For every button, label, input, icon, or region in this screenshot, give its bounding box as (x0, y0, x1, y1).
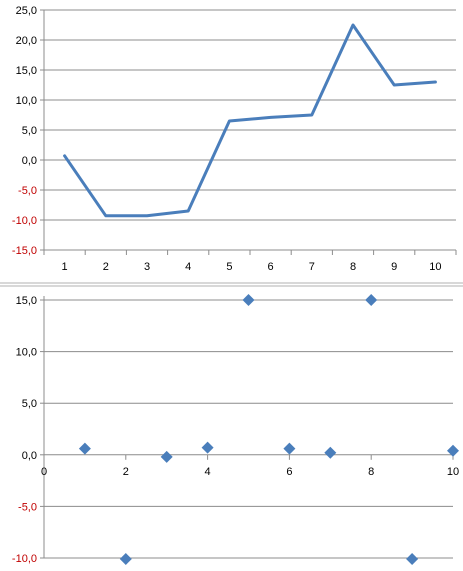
scatter-chart-x-tick-label: 4 (205, 466, 211, 478)
scatter-chart-point (324, 446, 337, 459)
scatter-chart-y-tick-label: 10,0 (16, 347, 37, 359)
line-chart-y-tick-label: 25,0 (16, 5, 37, 17)
scatter-chart-x-tick-labels: 0 2 4 6 8 10 (41, 466, 459, 478)
scatter-chart-y-tick-label: 5,0 (22, 398, 37, 410)
line-chart-x-tick-label: 2 (103, 261, 109, 273)
line-chart-y-tick-label: -10,0 (12, 215, 37, 227)
scatter-chart-x-tick-label: 8 (368, 466, 374, 478)
scatter-chart-y-tick-label: -10,0 (12, 553, 37, 565)
line-chart-y-tick-label: 5,0 (22, 125, 37, 137)
scatter-chart-point (283, 442, 296, 455)
scatter-chart-x-tick-label: 10 (447, 466, 459, 478)
line-chart-axes (40, 9, 457, 255)
line-chart-y-tick-label: 15,0 (16, 65, 37, 77)
line-chart-x-tick-label: 10 (429, 261, 441, 273)
line-chart-y-tick-label: 10,0 (16, 95, 37, 107)
scatter-chart-axes (40, 296, 454, 559)
scatter-chart-y-tick-labels: 15,0 10,0 5,0 0,0 -5,0 -10,0 (12, 295, 37, 565)
scatter-chart-points (78, 294, 459, 565)
line-chart-x-tick-label: 3 (144, 261, 150, 273)
chart-divider (0, 282, 463, 287)
line-chart-y-tick-label: -5,0 (18, 185, 37, 197)
line-chart-series-line (63, 23, 437, 218)
scatter-chart-point (201, 441, 214, 454)
line-chart-y-tick-label: 20,0 (16, 35, 37, 47)
scatter-chart-y-tick-label: 15,0 (16, 295, 37, 307)
line-chart-x-tick-label: 5 (226, 261, 232, 273)
scatter-chart-point (78, 442, 91, 455)
scatter-chart-point (447, 444, 459, 457)
line-chart-x-tick-label: 8 (350, 261, 356, 273)
line-chart-x-tick-label: 7 (309, 261, 315, 273)
line-chart-y-tick-label: -15,0 (12, 245, 37, 257)
line-chart-y-tick-label: 0,0 (22, 155, 37, 167)
scatter-chart-x-tick-label: 6 (286, 466, 292, 478)
scatter-chart-point (406, 553, 419, 565)
line-chart-x-tick-label: 1 (62, 261, 68, 273)
line-chart-x-tick-label: 4 (185, 261, 191, 273)
scatter-chart-y-tick-label: 0,0 (22, 450, 37, 462)
scatter-chart-point (242, 294, 255, 306)
scatter-chart-point (119, 553, 132, 565)
scatter-chart-point (365, 294, 378, 306)
line-chart: 25,0 20,0 15,0 10,0 5,0 0,0 -5,0 -10,0 -15,0 1 2 3… (12, 5, 457, 273)
line-chart-y-tick-labels: 25,0 20,0 15,0 10,0 5,0 0,0 -5,0 -10,0 -15,0 (12, 5, 37, 257)
scatter-chart: 15,0 10,0 5,0 0,0 -5,0 -10,0 0 2 4 6 8 10 (12, 294, 459, 565)
line-chart-series (63, 23, 437, 218)
scatter-chart-x-tick-label: 2 (123, 466, 129, 478)
scatter-chart-y-tick-label: -5,0 (18, 501, 37, 513)
scatter-chart-point (160, 450, 173, 463)
line-chart-x-tick-label: 6 (268, 261, 274, 273)
line-chart-x-tick-label: 9 (391, 261, 397, 273)
scatter-chart-x-tick-label: 0 (41, 466, 47, 478)
scatter-chart-gridlines (44, 299, 453, 559)
line-chart-x-tick-labels: 1 2 3 4 5 6 7 8 9 10 (62, 261, 442, 273)
